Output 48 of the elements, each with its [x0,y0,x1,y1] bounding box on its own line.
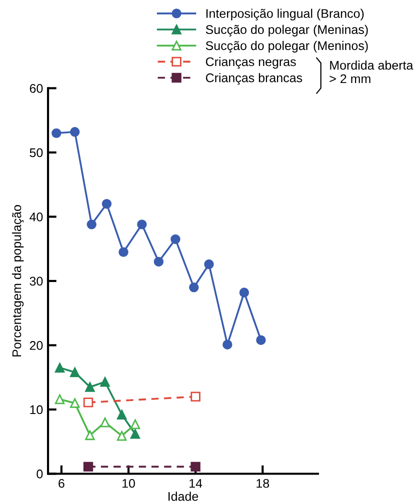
x-tick-label: 10 [122,478,135,488]
point [116,410,127,420]
point [85,382,95,392]
point [116,430,127,441]
point [118,247,128,257]
point [70,398,80,408]
y-tick-label: 50 [30,148,43,158]
point [102,199,112,209]
point [204,259,214,270]
y-tick-label: 0 [36,470,43,478]
y-tick-label: 40 [30,212,43,222]
legend-label: Interposição lingual (Branco) [206,8,364,20]
y-tick-label: 30 [30,276,43,286]
text: Mordida aberta > 2 mm [330,60,414,84]
point [70,367,80,378]
legend-label: Sucção do polegar (Meninos) [206,40,368,53]
point [70,127,80,137]
point [52,128,62,138]
legend-label: Sucção do polegar (Meninas) [206,24,368,37]
point [154,256,164,267]
y-tick-label: 60 [30,84,43,93]
point [170,234,180,244]
x-tick-label: 6 [58,478,64,488]
point [54,394,65,404]
y-axis-title: Porcentagem da população [12,205,24,356]
point [190,462,200,472]
point [83,462,94,472]
point [100,417,110,428]
point [239,288,250,298]
point [86,220,96,230]
point [130,429,140,439]
point [85,430,95,440]
legend-label: Crianças brancas [206,73,302,85]
point [222,340,232,350]
legend-label: Crianças negras [206,56,296,69]
y-tick-label: 10 [30,405,43,414]
point [83,398,94,408]
x-axis-title: Idade [168,492,198,501]
point [130,419,140,430]
point [137,220,147,230]
point [100,377,110,387]
point [190,392,200,402]
x-tick-label: 18 [256,478,270,488]
point [256,335,266,345]
point [189,282,199,292]
y-tick-label: 20 [30,341,43,350]
x-tick-label: 14 [190,479,202,488]
point [54,362,65,373]
